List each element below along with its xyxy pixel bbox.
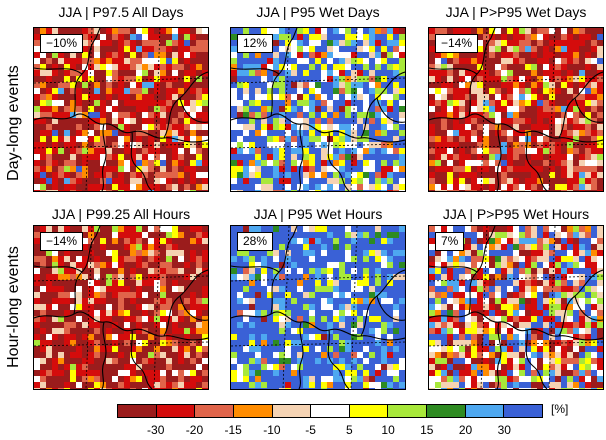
colorbar-cell	[118, 405, 157, 417]
colorbar-tick-label: -15	[224, 423, 242, 437]
colorbar-cell	[233, 405, 273, 417]
map-4	[34, 226, 208, 389]
colorbar-cell	[388, 405, 428, 417]
colorbar-cell	[272, 405, 312, 417]
colorbar-cell	[349, 405, 389, 417]
map-6	[429, 226, 603, 389]
colorbar-tick-label: -5	[305, 423, 316, 437]
map-panel-3: −14%	[428, 27, 604, 192]
row-label-hour-long: Hour-long events	[0, 224, 28, 389]
row-label-hour-long-text: Hour-long events	[5, 245, 22, 368]
colorbar-tick-label: 15	[420, 423, 434, 437]
map-panel-1: −10%	[33, 27, 209, 192]
change-badge-1: −10%	[40, 34, 84, 53]
map-3	[429, 28, 603, 191]
colorbar-tick-label: 20	[458, 423, 473, 437]
panel-title-2: JJA | P95 Wet Days	[256, 4, 380, 20]
colorbar-tick-label: -10	[263, 423, 281, 437]
colorbar-tick-label: 5	[346, 423, 353, 437]
panel-title-5: JJA | P95 Wet Hours	[253, 206, 383, 222]
colorbar-tick-label: -30	[147, 423, 165, 437]
row-label-day-long: Day-long events	[0, 40, 28, 205]
map-panel-5: 28%	[230, 225, 406, 390]
change-badge-6: 7%	[435, 232, 465, 251]
colorbar-cell	[427, 405, 466, 417]
change-badge-5: 28%	[237, 232, 274, 251]
change-badge-4: −14%	[40, 232, 84, 251]
map-panel-2: 12%	[230, 27, 406, 192]
map-panel-4: −14%	[33, 225, 209, 390]
map-5	[231, 226, 405, 389]
colorbar-cell	[504, 405, 543, 417]
colorbar-cell	[156, 405, 196, 417]
panel-title-3: JJA | P>P95 Wet Days	[445, 4, 587, 20]
panel-title-4: JJA | P99.25 All Hours	[51, 206, 191, 222]
colorbar-cell	[465, 405, 505, 417]
colorbar-unit: [%]	[551, 402, 569, 416]
row-label-day-long-text: Day-long events	[5, 64, 22, 181]
change-badge-3: −14%	[435, 34, 479, 53]
colorbar-cell	[195, 405, 234, 417]
panel-title-6: JJA | P>P95 Wet Hours	[442, 206, 590, 222]
colorbar-tick-label: -20	[185, 423, 204, 437]
panel-title-1: JJA | P97.5 All Days	[58, 4, 184, 20]
change-badge-2: 12%	[237, 34, 274, 53]
map-panel-6: 7%	[428, 225, 604, 390]
colorbar-cell	[311, 405, 350, 417]
colorbar	[117, 404, 543, 418]
map-2	[231, 28, 405, 191]
colorbar-tick-label: 10	[381, 423, 395, 437]
colorbar-tick-label: 30	[497, 423, 511, 437]
